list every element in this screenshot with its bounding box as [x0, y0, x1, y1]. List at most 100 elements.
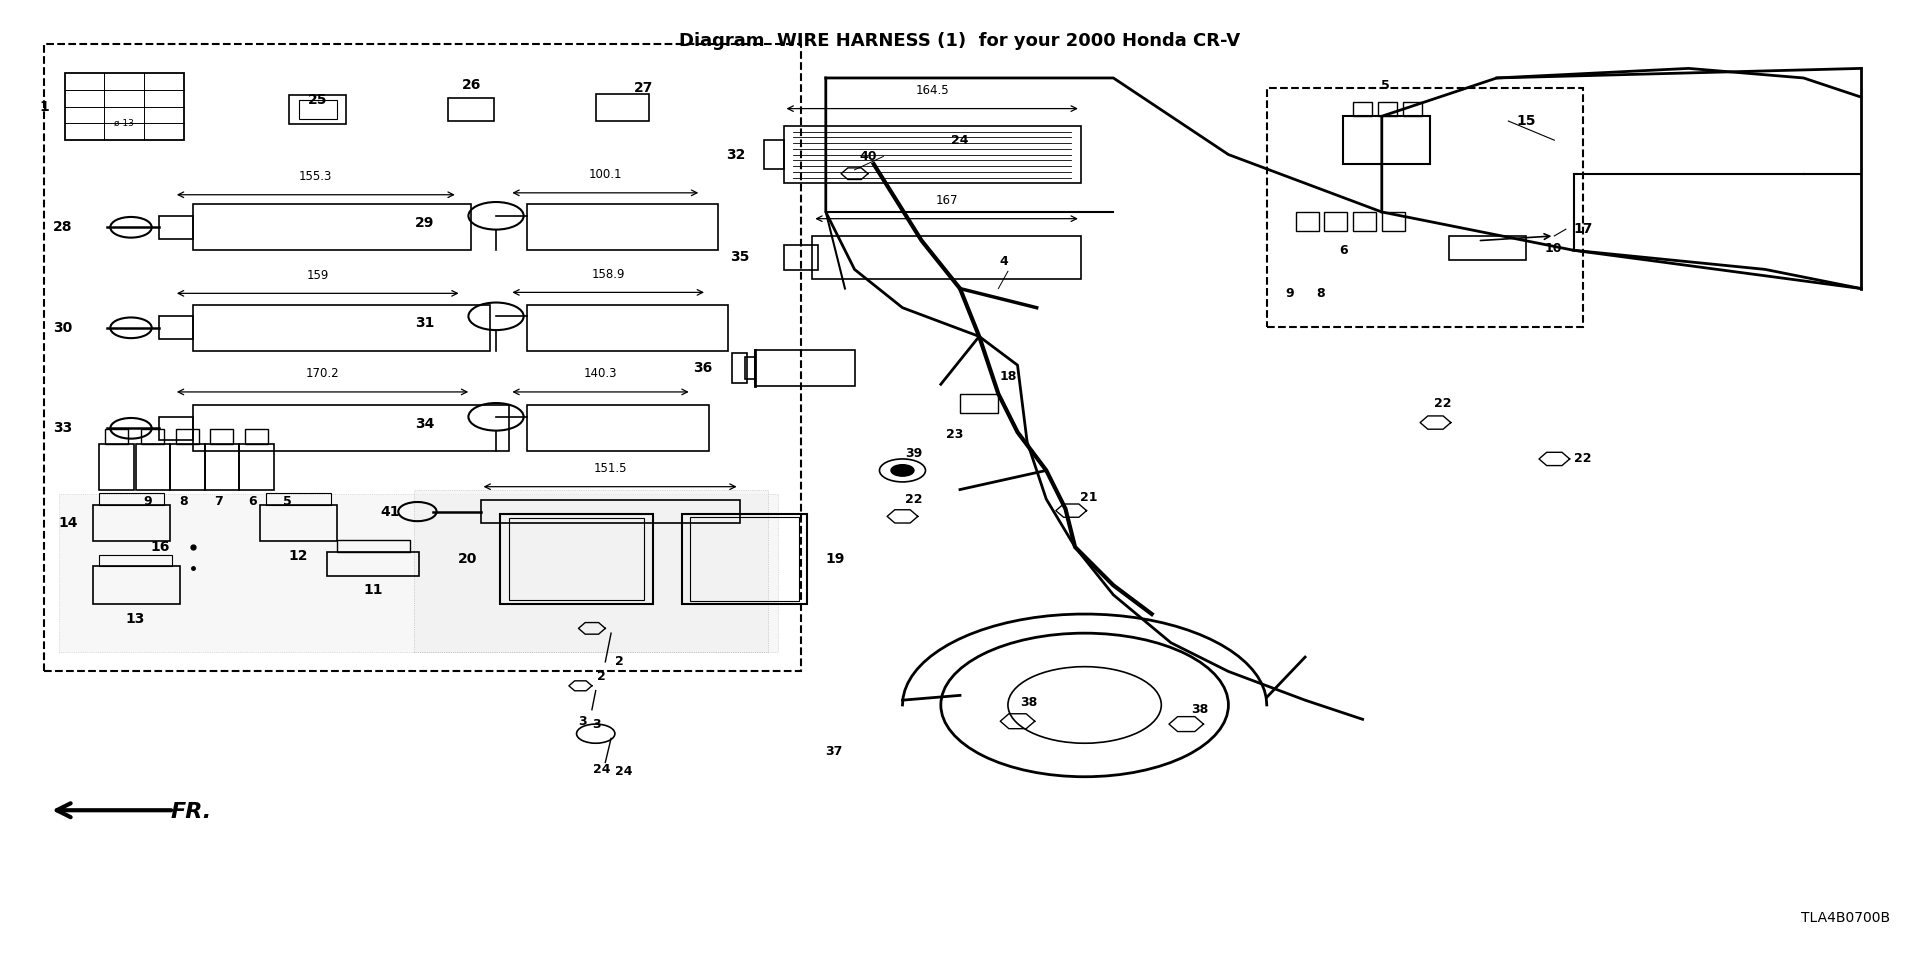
Bar — [595, 94, 649, 121]
Text: 20: 20 — [457, 552, 476, 566]
Bar — [60, 494, 778, 652]
Bar — [326, 552, 419, 576]
Bar — [1296, 212, 1319, 231]
Bar — [177, 429, 200, 444]
Bar — [960, 394, 998, 413]
Text: 3: 3 — [591, 717, 601, 731]
Text: 22: 22 — [904, 492, 924, 506]
Bar — [261, 505, 336, 541]
Bar — [1382, 212, 1405, 231]
Bar — [159, 316, 194, 339]
Bar — [267, 493, 330, 505]
Bar — [100, 493, 165, 505]
Bar — [336, 540, 409, 552]
Text: 6: 6 — [250, 494, 257, 508]
Bar — [171, 444, 205, 490]
Text: 38: 38 — [1020, 696, 1037, 708]
Bar — [509, 518, 643, 600]
Bar — [65, 73, 184, 140]
Text: 5: 5 — [1380, 80, 1390, 92]
Text: 19: 19 — [826, 552, 845, 566]
Bar — [1325, 212, 1348, 231]
Text: 7: 7 — [215, 494, 223, 508]
Bar — [499, 514, 653, 605]
Text: 16: 16 — [152, 540, 171, 554]
Text: 22: 22 — [1434, 396, 1452, 410]
Bar — [526, 305, 728, 350]
Text: 24: 24 — [950, 133, 970, 147]
Text: 9: 9 — [1286, 287, 1294, 300]
Bar — [100, 555, 173, 566]
Text: 9: 9 — [144, 494, 152, 508]
Bar — [745, 357, 755, 379]
Text: 22: 22 — [1574, 452, 1592, 466]
Text: 15: 15 — [1517, 114, 1536, 128]
Text: 23: 23 — [945, 427, 964, 441]
Bar — [1354, 212, 1377, 231]
Text: 100.1: 100.1 — [589, 168, 622, 181]
Bar — [298, 100, 336, 119]
Bar — [783, 126, 1081, 183]
Text: 14: 14 — [60, 516, 79, 530]
Text: ø 13: ø 13 — [113, 118, 134, 128]
Text: 24: 24 — [593, 762, 611, 776]
Text: 34: 34 — [415, 417, 434, 431]
Text: 40: 40 — [860, 150, 877, 163]
Bar — [1379, 102, 1398, 116]
Bar — [812, 236, 1081, 279]
Text: 38: 38 — [1190, 704, 1208, 716]
Text: 1: 1 — [40, 100, 50, 113]
Text: 2: 2 — [597, 670, 607, 683]
Text: 167: 167 — [935, 194, 958, 207]
Bar — [246, 429, 269, 444]
Bar — [783, 245, 818, 271]
Bar — [447, 98, 493, 121]
Bar — [413, 490, 768, 652]
Bar — [1344, 116, 1430, 164]
Text: 3: 3 — [578, 714, 588, 728]
Text: 33: 33 — [54, 421, 73, 435]
Text: 4: 4 — [1000, 255, 1008, 268]
Text: 158.9: 158.9 — [591, 268, 624, 281]
Bar — [106, 429, 129, 444]
Text: 41: 41 — [380, 505, 399, 518]
Text: 8: 8 — [1315, 287, 1325, 300]
Text: 27: 27 — [634, 81, 653, 94]
Bar — [194, 405, 509, 451]
Bar — [1450, 236, 1526, 260]
Bar — [94, 566, 180, 605]
Bar — [100, 444, 134, 490]
Text: 164.5: 164.5 — [916, 84, 948, 97]
Text: 11: 11 — [363, 583, 384, 597]
Text: 13: 13 — [127, 612, 146, 626]
Bar — [142, 429, 165, 444]
Text: 21: 21 — [1079, 491, 1096, 504]
Bar — [732, 353, 747, 382]
Text: 31: 31 — [415, 316, 434, 330]
Text: 39: 39 — [906, 446, 924, 460]
Bar — [526, 405, 708, 451]
Bar — [526, 204, 718, 251]
Bar — [764, 140, 783, 169]
Text: 36: 36 — [693, 361, 712, 375]
Text: 5: 5 — [284, 494, 292, 508]
Bar — [1267, 87, 1584, 326]
Text: 8: 8 — [180, 494, 188, 508]
Bar — [205, 444, 240, 490]
Text: 159: 159 — [307, 269, 328, 282]
Text: 18: 18 — [998, 371, 1016, 383]
Text: 17: 17 — [1574, 222, 1594, 236]
Text: 6: 6 — [1338, 244, 1348, 256]
Bar — [240, 444, 275, 490]
Bar — [194, 305, 490, 350]
Bar — [136, 444, 171, 490]
Text: 24: 24 — [614, 765, 632, 779]
Text: 155.3: 155.3 — [300, 170, 332, 183]
Text: 32: 32 — [726, 148, 745, 161]
Text: 170.2: 170.2 — [305, 368, 340, 380]
Text: 10: 10 — [1546, 242, 1563, 254]
Bar — [1404, 102, 1423, 116]
Text: 28: 28 — [54, 220, 73, 234]
Bar — [194, 204, 470, 251]
Bar — [159, 216, 194, 239]
